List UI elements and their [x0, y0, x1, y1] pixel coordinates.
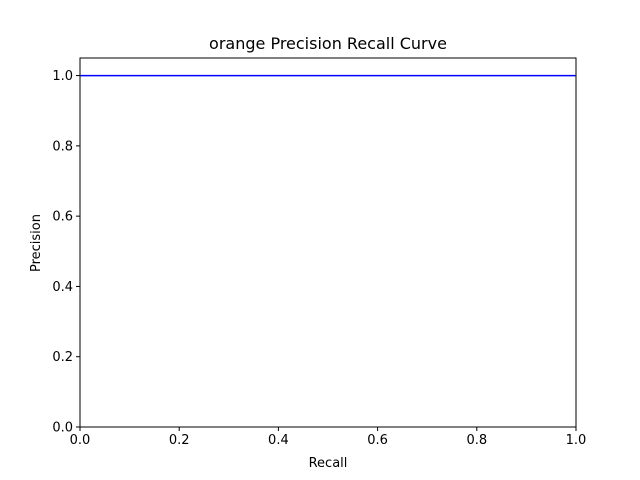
y-axis-label: Precision: [29, 214, 44, 272]
chart-title: orange Precision Recall Curve: [209, 34, 447, 53]
x-tick-label: 0.2: [169, 433, 190, 448]
y-tick-label: 1.0: [52, 69, 73, 84]
x-axis-ticks: 0.0 0.2 0.4 0.6 0.8 1.0: [70, 427, 587, 448]
plot-area: [80, 58, 576, 427]
y-tick-label: 0.0: [52, 421, 73, 436]
x-tick-label: 0.8: [466, 433, 487, 448]
x-tick-label: 0.6: [367, 433, 388, 448]
x-axis-label: Recall: [309, 456, 348, 471]
x-tick-label: 0.0: [70, 433, 91, 448]
axes-frame: [79, 57, 577, 428]
y-tick-label: 0.6: [52, 210, 73, 225]
y-tick-label: 0.2: [52, 350, 73, 365]
x-tick-label: 0.4: [268, 433, 289, 448]
x-tick-label: 1.0: [566, 433, 587, 448]
axes-background: [80, 58, 576, 427]
y-tick-label: 0.8: [52, 139, 73, 154]
y-tick-label: 0.4: [52, 280, 73, 295]
y-axis-ticks: 0.0 0.2 0.4 0.6 0.8 1.0: [52, 69, 80, 436]
